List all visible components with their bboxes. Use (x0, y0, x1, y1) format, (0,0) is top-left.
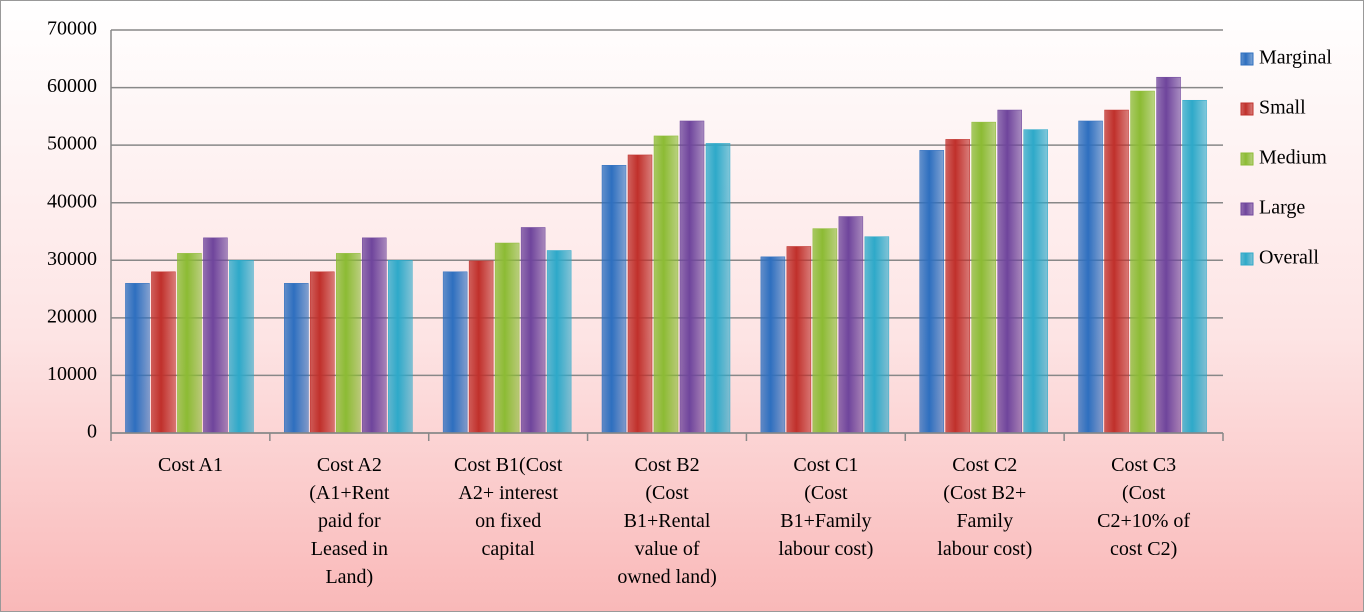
bar (679, 120, 705, 434)
y-tick-label: 30000 (47, 248, 97, 270)
legend-swatch (1240, 202, 1254, 216)
bar (336, 253, 361, 434)
x-tick-label: Cost B1(Cost A2+ interest on fixed capit… (454, 454, 563, 560)
bar (838, 216, 864, 434)
bar (203, 237, 228, 434)
bar (1023, 129, 1048, 434)
bar (971, 121, 996, 434)
bar (468, 260, 494, 434)
bar (786, 246, 812, 434)
x-tick-label: Cost C2 (Cost B2+ Family labour cost) (937, 454, 1033, 560)
y-tick-label: 40000 (47, 190, 97, 212)
bar (653, 135, 679, 434)
bar (520, 227, 546, 434)
y-tick-label: 20000 (47, 305, 97, 327)
legend-swatch (1240, 52, 1254, 66)
bar (864, 236, 890, 434)
bar (1130, 90, 1155, 434)
bar (601, 165, 627, 434)
legend-swatch (1240, 152, 1254, 166)
legend-label: Small (1259, 97, 1306, 119)
bar (494, 242, 520, 434)
bar (627, 154, 653, 434)
bar (442, 271, 468, 434)
bar (546, 250, 572, 434)
x-tick-label: Cost C1 (Cost B1+Family labour cost) (778, 454, 874, 560)
bar (125, 283, 150, 434)
legend-label: Overall (1259, 247, 1319, 269)
x-tick-label: Cost A2 (A1+Rent paid for Leased in Land… (309, 454, 390, 588)
y-tick-label: 0 (87, 421, 97, 443)
x-tick-label: Cost B2 (Cost B1+Rental value of owned l… (617, 454, 717, 588)
y-tick-label: 70000 (47, 18, 97, 40)
bar (705, 143, 731, 434)
bar (945, 139, 970, 434)
bar (1182, 99, 1207, 434)
y-tick-label: 60000 (47, 75, 97, 97)
bar (151, 271, 176, 434)
bar (310, 271, 335, 434)
bar (1078, 120, 1103, 434)
legend-swatch (1240, 102, 1254, 116)
bar (919, 150, 944, 434)
bar (760, 256, 786, 434)
y-tick-label: 50000 (47, 133, 97, 155)
legend-label: Marginal (1259, 47, 1332, 69)
y-tick-label: 10000 (47, 363, 97, 385)
legend-label: Large (1259, 197, 1305, 219)
bar (284, 283, 309, 434)
bar (997, 109, 1022, 434)
bar (388, 260, 413, 434)
legend-label: Medium (1259, 147, 1327, 169)
legend-swatch (1240, 252, 1254, 266)
x-tick-label: Cost C3 (Cost C2+10% of cost C2) (1097, 454, 1191, 560)
bar (229, 260, 254, 434)
bar (362, 237, 387, 434)
bar (1156, 76, 1181, 434)
bar (812, 228, 838, 434)
x-tick-label: Cost A1 (157, 454, 224, 476)
bar (177, 253, 202, 434)
bar (1104, 109, 1129, 434)
